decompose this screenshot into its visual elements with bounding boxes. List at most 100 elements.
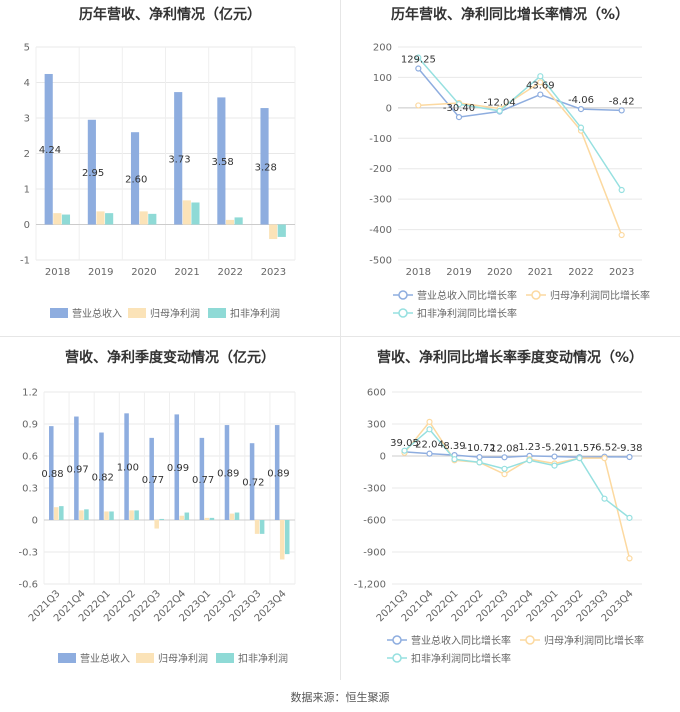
line-value-label: 39.05	[390, 438, 419, 449]
bar-value-label: 2.60	[125, 174, 147, 185]
bar-net-profit	[53, 213, 62, 225]
bar-value-label: 3.73	[168, 154, 190, 165]
y-tick-label: -500	[369, 256, 392, 267]
line-value-label: -12.04	[484, 98, 516, 109]
y-tick-label: 0.3	[22, 484, 38, 495]
series-line-revenue-growth	[404, 451, 630, 459]
data-point	[626, 555, 633, 562]
legend-swatch	[128, 308, 146, 318]
chart-title-annual-line: 历年营收、净利同比增长率情况（%）	[390, 7, 630, 23]
legend-marker	[525, 635, 535, 645]
bar-deducted-profit	[284, 520, 290, 555]
bar-revenue	[260, 108, 269, 225]
bar-revenue	[149, 437, 154, 520]
legend-label: 归母净利润	[158, 652, 208, 665]
line-value-label: -11.57	[563, 443, 595, 454]
legend-label: 营业总收入	[80, 652, 130, 665]
data-point	[526, 457, 533, 464]
y-tick-label: 0	[380, 452, 386, 463]
y-tick-label: -600	[363, 516, 386, 527]
x-tick-label: 2023	[261, 267, 286, 278]
x-tick-label: 2018	[45, 267, 70, 278]
x-tick-label: 2019	[88, 267, 113, 278]
bar-deducted-profit	[259, 520, 265, 534]
data-point	[537, 79, 544, 86]
bar-net-profit	[154, 520, 159, 529]
bar-value-label: 0.77	[192, 475, 214, 486]
line-value-label: -8.42	[609, 96, 635, 107]
x-tick-label: 2018	[406, 267, 431, 278]
legend-marker	[392, 653, 402, 663]
y-tick-label: 0.6	[22, 452, 38, 463]
bar-deducted-profit	[105, 213, 114, 225]
bar-revenue	[130, 132, 140, 225]
y-tick-label: 0	[386, 103, 392, 114]
bar-revenue	[249, 443, 255, 520]
x-tick-label: 2020	[487, 267, 512, 278]
legend-marker	[398, 290, 408, 300]
line-value-label: -4.06	[568, 95, 594, 106]
data-point	[551, 453, 558, 460]
data-point	[577, 105, 585, 113]
data-point	[426, 426, 433, 433]
bar-revenue	[174, 92, 183, 225]
series-line-net-profit-growth	[418, 81, 623, 236]
data-point	[618, 231, 625, 239]
bar-revenue	[217, 97, 226, 225]
data-point	[537, 73, 544, 80]
legend-label: 营业总收入	[72, 307, 122, 320]
x-tick-label: 2021	[174, 267, 199, 278]
data-point	[476, 459, 483, 466]
bar-deducted-profit	[61, 214, 71, 225]
bar-net-profit	[179, 515, 185, 520]
line-value-label: 12.08	[490, 443, 519, 454]
legend-marker	[531, 290, 541, 300]
x-tick-label: 2022	[218, 267, 243, 278]
y-tick-label: -100	[369, 134, 392, 145]
legend-swatch	[208, 308, 226, 318]
data-source-label: 数据来源：恒生聚源	[290, 691, 390, 704]
bar-net-profit	[79, 510, 84, 520]
data-point	[501, 465, 508, 472]
y-tick-label: 200	[373, 43, 392, 54]
legend-label: 营业总收入同比增长率	[417, 289, 517, 302]
y-tick-label: -400	[369, 225, 392, 236]
bar-revenue	[274, 425, 280, 520]
bar-value-label: 0.72	[242, 478, 264, 489]
bar-deducted-profit	[148, 213, 157, 225]
bar-value-label: 2.95	[82, 168, 104, 179]
panel-divider-horizontal	[0, 336, 680, 337]
data-point	[618, 107, 625, 114]
bar-revenue	[87, 119, 96, 225]
bar-revenue	[99, 432, 104, 520]
bar-net-profit	[229, 513, 235, 520]
legend-label: 扣非净利润	[238, 652, 288, 665]
data-point	[415, 102, 422, 109]
bar-revenue	[44, 73, 53, 225]
legend-swatch	[136, 653, 154, 663]
y-tick-label: -900	[363, 548, 386, 559]
line-value-label: 1.23	[518, 442, 540, 453]
legend-swatch	[58, 653, 76, 663]
y-tick-label: -200	[369, 164, 392, 175]
y-tick-label: -1	[20, 256, 30, 267]
bar-deducted-profit	[134, 510, 139, 520]
bar-value-label: 3.58	[211, 157, 233, 168]
line-value-label: -30.40	[443, 103, 475, 114]
y-tick-label: -300	[369, 195, 392, 206]
line-value-label: 129.25	[401, 55, 436, 66]
x-tick-label: 2020	[131, 267, 156, 278]
series-line-revenue-growth	[417, 68, 622, 118]
data-point	[415, 65, 422, 72]
bar-net-profit	[204, 517, 210, 520]
bar-value-label: 0.88	[41, 469, 63, 480]
y-tick-label: 2	[24, 149, 30, 160]
data-point	[426, 450, 433, 457]
line-value-label: 43.69	[526, 81, 555, 92]
bar-value-label: 4.24	[39, 145, 61, 156]
line-value-label: 8.39	[443, 441, 465, 452]
y-tick-label: 4	[24, 78, 30, 89]
legend-swatch	[216, 653, 234, 663]
bar-revenue	[224, 425, 230, 520]
